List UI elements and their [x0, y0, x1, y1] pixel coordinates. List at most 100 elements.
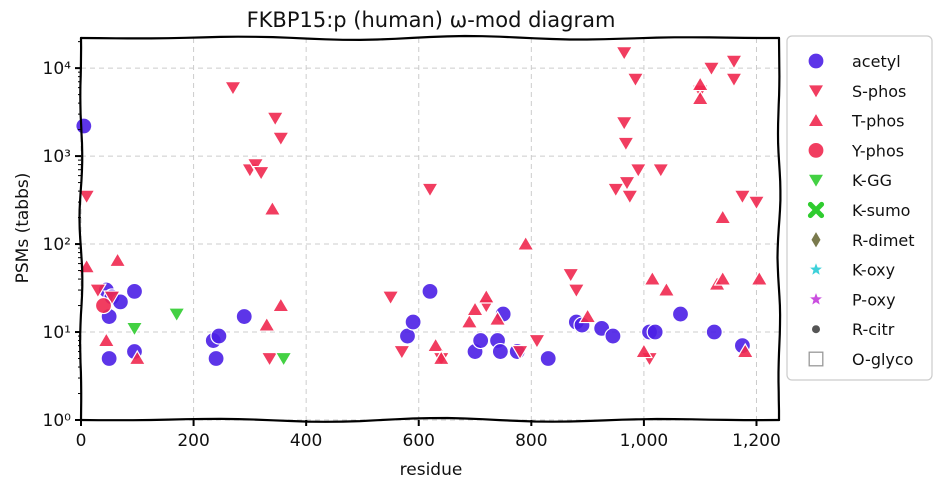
- x-tick-label: 0: [76, 431, 87, 451]
- data-point: [252, 165, 271, 182]
- data-point: [274, 351, 293, 368]
- data-point: [604, 327, 622, 345]
- legend-item: Y-phos: [807, 141, 904, 160]
- data-point: [750, 270, 769, 286]
- y-tick-label: 10⁴: [43, 59, 72, 79]
- data-point: [77, 189, 96, 205]
- data-point: [643, 270, 662, 286]
- data-point: [634, 342, 653, 359]
- frame-bottom: [79, 416, 781, 423]
- data-point: [511, 344, 530, 361]
- data-point: [88, 283, 107, 299]
- legend-label: K-oxy: [852, 261, 895, 280]
- legend-marker: [806, 259, 826, 278]
- legend-marker: [807, 52, 825, 70]
- data-point: [392, 344, 411, 361]
- data-point: [539, 349, 557, 368]
- data-point: [432, 349, 451, 366]
- legend-item: K-sumo: [807, 201, 910, 220]
- data-point: [266, 111, 285, 127]
- data-point: [102, 290, 122, 306]
- data-point: [167, 307, 186, 323]
- data-point: [477, 288, 496, 304]
- legend-label: T-phos: [851, 112, 905, 131]
- x-tick-label: 1,200: [732, 431, 781, 451]
- data-point: [615, 46, 634, 62]
- data-point: [671, 305, 690, 323]
- data-point: [420, 182, 440, 199]
- x-axis-ticks: 0 200 400 600 800 1,000 1,200: [76, 420, 781, 451]
- data-point: [620, 189, 639, 205]
- x-tick-label: 800: [515, 431, 547, 451]
- data-point: [125, 282, 144, 300]
- data-point: [733, 189, 752, 205]
- frame-right: [776, 36, 782, 422]
- data-point: [617, 175, 637, 192]
- legend-item: S-phos: [806, 82, 906, 101]
- frame-left: [78, 36, 84, 422]
- y-axis-ticks: 10⁰ 10¹ 10² 10³ 10⁴: [43, 41, 81, 431]
- data-point: [629, 163, 648, 179]
- data-point: [125, 321, 144, 338]
- data-point: [516, 235, 535, 251]
- data-point: [713, 270, 732, 286]
- data-point: [460, 313, 479, 329]
- data-point: [705, 323, 723, 341]
- data-point: [257, 316, 276, 332]
- data-point: [724, 72, 744, 88]
- x-tick-label: 1,000: [620, 431, 669, 451]
- data-point: [404, 313, 422, 331]
- data-point: [657, 281, 676, 297]
- legend-marker: [812, 325, 820, 334]
- y-axis-label: PSMs (tabbs): [13, 173, 33, 284]
- legend-label: acetyl: [852, 52, 901, 71]
- data-point: [223, 81, 243, 97]
- legend-label: R-citr: [852, 320, 895, 339]
- x-tick-label: 600: [403, 431, 435, 451]
- legend-item: acetyl: [807, 52, 901, 71]
- legend-marker: [807, 201, 825, 219]
- legend-marker: [808, 351, 824, 367]
- data-points: [75, 46, 769, 368]
- data-point: [651, 163, 670, 179]
- legend-box: [786, 35, 933, 381]
- data-point: [626, 72, 645, 88]
- legend-label: O-glyco: [852, 350, 913, 369]
- data-point: [691, 75, 710, 92]
- legend-label: K-GG: [852, 171, 892, 190]
- legend-item: T-phos: [806, 111, 905, 131]
- data-point: [472, 331, 490, 350]
- legend-item: K-GG: [806, 171, 892, 190]
- grid-lines: [80, 38, 779, 421]
- data-point: [615, 116, 634, 132]
- legend-marker: [810, 229, 822, 250]
- data-point: [97, 331, 116, 348]
- data-point: [702, 61, 721, 77]
- data-point: [527, 333, 547, 350]
- data-point: [381, 290, 400, 306]
- data-point: [263, 200, 282, 216]
- data-point: [736, 342, 755, 359]
- data-point: [235, 307, 253, 326]
- data-point: [561, 267, 580, 284]
- y-tick-label: 10²: [43, 235, 71, 255]
- data-point: [465, 300, 485, 317]
- data-point: [207, 349, 225, 368]
- data-point: [108, 251, 127, 268]
- legend-item: O-glyco: [808, 350, 913, 369]
- data-point: [421, 282, 439, 300]
- legend-item: P-oxy: [806, 289, 896, 309]
- y-tick-label: 10⁰: [43, 411, 72, 431]
- frame-top: [79, 34, 781, 42]
- legend-label: S-phos: [852, 82, 906, 101]
- data-point: [724, 54, 744, 70]
- data-point: [646, 323, 664, 341]
- legend-marker: [806, 289, 826, 308]
- data-point: [271, 296, 290, 313]
- data-point: [567, 283, 586, 299]
- data-point: [210, 327, 228, 345]
- legend-marker: [806, 111, 826, 128]
- data-point: [75, 117, 93, 135]
- legend-label: P-oxy: [852, 290, 896, 309]
- x-tick-label: 200: [177, 431, 209, 451]
